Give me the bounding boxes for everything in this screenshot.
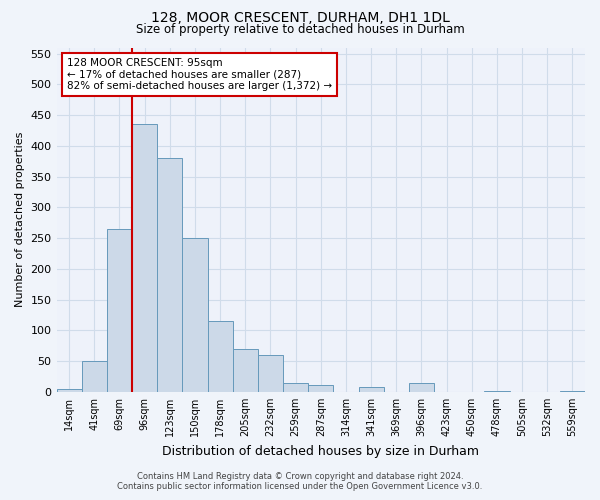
Bar bbox=[107, 229, 132, 392]
Bar bbox=[182, 238, 208, 392]
Text: 128 MOOR CRESCENT: 95sqm
← 17% of detached houses are smaller (287)
82% of semi-: 128 MOOR CRESCENT: 95sqm ← 17% of detach… bbox=[67, 58, 332, 91]
Bar bbox=[409, 382, 434, 392]
Text: Size of property relative to detached houses in Durham: Size of property relative to detached ho… bbox=[136, 22, 464, 36]
Bar bbox=[258, 355, 283, 392]
X-axis label: Distribution of detached houses by size in Durham: Distribution of detached houses by size … bbox=[162, 444, 479, 458]
Bar bbox=[359, 387, 383, 392]
Bar bbox=[208, 321, 233, 392]
Text: 128, MOOR CRESCENT, DURHAM, DH1 1DL: 128, MOOR CRESCENT, DURHAM, DH1 1DL bbox=[151, 11, 449, 25]
Text: Contains HM Land Registry data © Crown copyright and database right 2024.
Contai: Contains HM Land Registry data © Crown c… bbox=[118, 472, 482, 491]
Bar bbox=[233, 349, 258, 392]
Bar bbox=[484, 390, 509, 392]
Bar bbox=[283, 382, 308, 392]
Bar bbox=[308, 384, 334, 392]
Bar bbox=[56, 389, 82, 392]
Y-axis label: Number of detached properties: Number of detached properties bbox=[15, 132, 25, 308]
Bar bbox=[560, 390, 585, 392]
Bar bbox=[157, 158, 182, 392]
Bar bbox=[82, 361, 107, 392]
Bar bbox=[132, 124, 157, 392]
